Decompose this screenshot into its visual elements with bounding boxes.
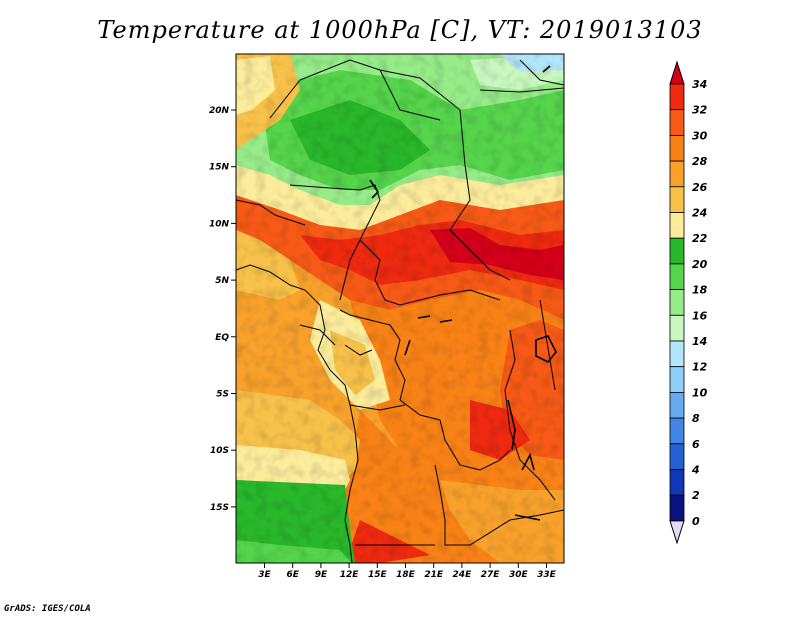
colorbar-band [669,160,685,188]
lon-label: 12E [340,570,360,580]
colorbar-band [669,237,685,265]
colorbar-label: 0 [692,515,700,528]
lon-label: 18E [396,570,416,580]
colorbar-label: 32 [692,104,708,117]
colorbar-label: 4 [691,464,700,477]
lon-label: 6E [286,570,299,580]
colorbar-label: 2 [692,489,700,502]
lat-label: 5S [216,390,229,400]
colorbar-band [669,83,685,111]
colorbar-band [669,417,685,445]
lon-label: 9E [315,570,328,580]
map-title: Temperature at 1000hPa [C], VT: 20190131… [97,16,703,44]
colorbar-label: 10 [692,386,708,399]
lon-label: 15E [368,570,388,580]
lon-label: 3E [258,570,271,580]
colorbar-label: 12 [692,361,708,374]
colorbar-label: 28 [692,155,708,168]
colorbar-label: 34 [692,78,707,91]
colorbar-label: 24 [692,207,707,220]
lon-label: 27E [481,570,501,580]
lat-label: 5N [215,276,229,286]
lon-label: 21E [424,570,444,580]
colorbar-band [669,263,685,290]
colorbar-band [669,366,685,393]
colorbar-label: 22 [692,232,708,245]
colorbar-band [669,109,685,136]
country-borders [236,59,564,563]
colorbar-label: 6 [692,438,700,451]
colorbar-band [669,212,685,239]
colorbar-label: 26 [692,181,708,194]
lon-label: 30E [509,570,529,580]
colorbar-label: 18 [692,284,708,297]
colorbar-band [669,391,685,419]
longitude-axis: 3E 6E 9E 12E 15E 18E 21E 24E 27E 30E 33E [258,563,557,580]
latitude-axis: 20N 15N 10N 5N EQ 5S 10S 15S [209,106,236,513]
lat-label: 15S [210,503,229,513]
colorbar-band [669,340,685,368]
colorbar-band [669,494,685,522]
colorbar-label: 20 [692,258,708,271]
colorbar-top-triangle [669,60,685,85]
lat-label: EQ [215,333,229,343]
temperature-field [236,54,564,563]
colorbar-band [669,289,685,316]
lakes-outline [369,65,557,521]
lat-label: 10N [209,219,230,229]
colorbar-label: 16 [692,309,708,322]
grads-credit: GrADS: IGES/COLA [4,604,91,614]
map-frame [235,53,565,564]
colorbar-band [669,314,685,342]
colorbar-band [669,469,685,496]
lat-label: 20N [209,106,230,116]
lat-label: 15N [209,163,230,173]
colorbar-label: 8 [692,412,700,425]
lat-label: 10S [210,446,229,456]
colorbar-band [669,186,685,213]
colorbar-band [669,134,685,162]
colorbar-label: 30 [692,129,708,142]
lon-label: 33E [537,570,557,580]
colorbar-label: 14 [692,335,707,348]
colorbar-bottom-triangle [669,520,685,545]
colorbar-band [669,443,685,470]
lon-label: 24E [453,570,473,580]
